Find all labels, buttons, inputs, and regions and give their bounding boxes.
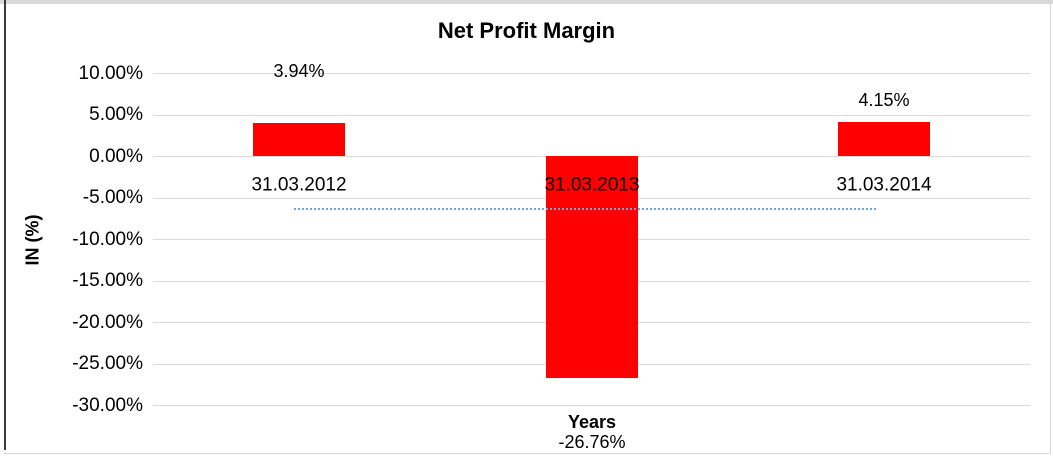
- chart-title: Net Profit Margin: [437, 18, 616, 43]
- gridline: [153, 405, 1030, 406]
- category-label: 31.03.2014: [836, 174, 932, 196]
- y-tick-label: 5.00%: [89, 104, 143, 125]
- bar: [838, 122, 930, 156]
- bar: [253, 123, 345, 156]
- y-tick-label: -30.00%: [72, 395, 143, 416]
- data-label: 3.94%: [273, 61, 325, 81]
- y-tick-label: 10.00%: [78, 63, 143, 84]
- y-tick-label: -5.00%: [82, 187, 143, 208]
- x-axis-title: Years: [567, 412, 617, 432]
- bar: [546, 156, 638, 378]
- trendline-dotted: [294, 208, 878, 210]
- category-label: 31.03.2012: [251, 174, 347, 196]
- y-tick-label: -25.00%: [72, 353, 143, 374]
- y-tick-label: -20.00%: [72, 312, 143, 333]
- gridline: [153, 73, 1030, 74]
- y-tick-label: 0.00%: [89, 146, 143, 167]
- window-top-border: [0, 0, 1053, 4]
- y-tick-label: -15.00%: [72, 270, 143, 291]
- window-left-border: [4, 0, 6, 450]
- data-label: 4.15%: [858, 90, 910, 110]
- data-label: -26.76%: [558, 432, 626, 452]
- category-label: 31.03.2013: [544, 174, 640, 196]
- y-tick-label: -10.00%: [72, 229, 143, 250]
- window-right-border: [1050, 4, 1051, 453]
- window-bottom-border: [4, 453, 1051, 454]
- gridline: [153, 115, 1030, 116]
